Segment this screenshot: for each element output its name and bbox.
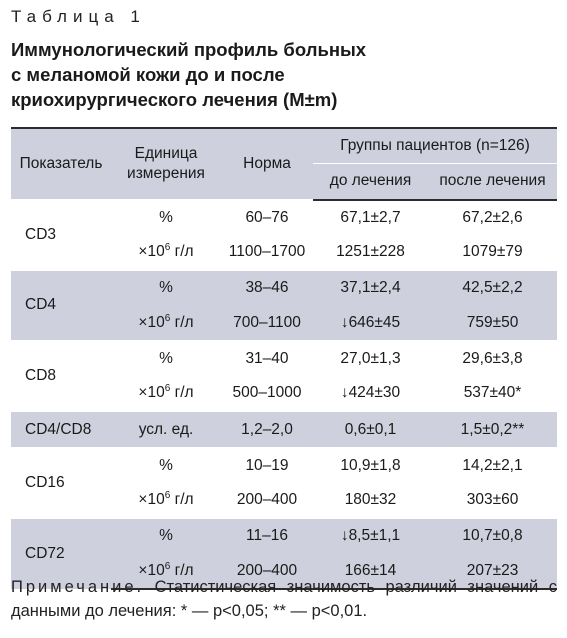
table-row: CD8 % 31–40 27,0±1,3 29,6±3,8 (11, 339, 558, 412)
caption-line: криохирургического лечения (M±m) (11, 89, 338, 110)
unit-cell: % (111, 339, 221, 377)
after-cell: 67,2±2,6 (428, 198, 558, 235)
table-row: CD3 % 60–76 67,1±2,7 67,2±2,6 (11, 198, 558, 271)
unit-cell: ×106 г/л (111, 482, 221, 519)
indicator-cell: CD8 (11, 339, 111, 412)
after-cell: 29,6±3,8 (428, 339, 558, 377)
before-cell: 166±14 (313, 553, 428, 590)
header-unit-line1: Единица (134, 144, 198, 162)
norm-cell: 38–46 (221, 269, 313, 306)
immunology-table: Показатель Единица измерения Норма Групп… (11, 127, 558, 590)
norm-cell: 31–40 (221, 339, 313, 377)
unit-cell: ×106 г/л (111, 305, 221, 341)
unit-cell: % (111, 517, 221, 554)
after-cell: 42,5±2,2 (428, 269, 558, 306)
header-indicator: Показатель (11, 127, 111, 200)
before-cell: 37,1±2,4 (313, 269, 428, 306)
norm-cell: 1100–1700 (221, 234, 313, 271)
norm-cell: 11–16 (221, 517, 313, 554)
table-row: ×106 г/л 1100–1700 1251±228 1079±79 (11, 234, 558, 271)
unit-prefix: ×10 (138, 491, 165, 509)
unit-exponent: 6 (164, 490, 171, 502)
table-note: Примечание. Статистическая значимость ра… (11, 575, 557, 623)
table-row: ×106 г/л 500–1000 ↓424±30 537±40* (11, 376, 558, 412)
before-cell: 27,0±1,3 (313, 339, 428, 377)
unit-cell: % (111, 269, 221, 306)
after-cell: 537±40* (428, 376, 558, 412)
indicator-cell: CD4/CD8 (11, 410, 111, 448)
unit-cell: % (111, 198, 221, 235)
indicator-cell: CD4 (11, 269, 111, 341)
before-cell: 180±32 (313, 482, 428, 519)
table-row: ×106 г/л 700–1100 ↓646±45 759±50 (11, 305, 558, 341)
unit-suffix: г/л (170, 491, 194, 509)
before-cell: 0,6±0,1 (313, 410, 428, 448)
caption-line: с меланомой кожи до и после (11, 64, 285, 85)
unit-cell: ×106 г/л (111, 376, 221, 412)
before-cell: ↓646±45 (313, 305, 428, 341)
caption-line: Иммунологический профиль больных (11, 39, 367, 60)
table-row: CD72 % 11–16 ↓8,5±1,1 10,7±0,8 (11, 517, 558, 589)
note-text: Статистическая значимость различий значе… (11, 578, 557, 620)
before-cell: 67,1±2,7 (313, 198, 428, 235)
norm-cell: 200–400 (221, 482, 313, 519)
table-row: CD4/CD8 усл. ед. 1,2–2,0 0,6±0,1 1,5±0,2… (11, 410, 558, 448)
after-cell: 303±60 (428, 482, 558, 519)
table-row: CD4 % 38–46 37,1±2,4 42,5±2,2 (11, 269, 558, 341)
before-cell: ↓424±30 (313, 376, 428, 412)
table-row: ×106 г/л 200–400 166±14 207±23 (11, 553, 558, 590)
after-cell: 14,2±2,1 (428, 446, 558, 483)
unit-suffix: г/л (170, 243, 194, 261)
indicator-cell: CD72 (11, 517, 111, 589)
unit-prefix: ×10 (138, 313, 165, 331)
header-norm: Норма (221, 127, 313, 200)
header-unit: Единица измерения (111, 127, 221, 200)
table-header: Показатель Единица измерения Норма Групп… (11, 127, 558, 201)
indicator-cell: CD16 (11, 446, 111, 519)
before-cell: 1251±228 (313, 234, 428, 271)
before-cell: ↓8,5±1,1 (313, 517, 428, 554)
norm-cell: 60–76 (221, 198, 313, 235)
unit-cell: % (111, 446, 221, 483)
unit-prefix: ×10 (138, 243, 165, 261)
table-row: ×106 г/л 200–400 180±32 303±60 (11, 482, 558, 519)
norm-cell: 700–1100 (221, 305, 313, 341)
unit-cell: ×106 г/л (111, 234, 221, 271)
unit-exponent: 6 (164, 560, 171, 572)
before-cell: 10,9±1,8 (313, 446, 428, 483)
unit-suffix: г/л (170, 561, 194, 579)
after-cell: 1079±79 (428, 234, 558, 271)
header-after: после лечения (428, 163, 558, 201)
unit-exponent: 6 (164, 383, 171, 395)
unit-suffix: г/л (170, 384, 194, 402)
table-body: CD3 % 60–76 67,1±2,7 67,2±2,6 ×106 г/л 1… (11, 198, 558, 590)
header-groups: Группы пациентов (n=126) (313, 127, 558, 165)
indicator-cell: CD3 (11, 198, 111, 271)
after-cell: 207±23 (428, 553, 558, 590)
unit-prefix: ×10 (138, 384, 165, 402)
header-unit-line2: измерения (127, 164, 205, 182)
after-cell: 759±50 (428, 305, 558, 341)
after-cell: 1,5±0,2** (428, 410, 558, 448)
unit-exponent: 6 (164, 312, 171, 324)
after-cell: 10,7±0,8 (428, 517, 558, 554)
header-before: до лечения (313, 163, 428, 201)
norm-cell: 1,2–2,0 (221, 410, 313, 448)
norm-cell: 500–1000 (221, 376, 313, 412)
unit-cell: ×106 г/л (111, 553, 221, 590)
table-label: Таблица 1 (11, 7, 146, 26)
unit-cell: усл. ед. (111, 410, 221, 448)
table-row: CD16 % 10–19 10,9±1,8 14,2±2,1 (11, 446, 558, 519)
table-caption: Иммунологический профиль больных с мелан… (11, 37, 556, 112)
unit-prefix: ×10 (138, 561, 165, 579)
norm-cell: 200–400 (221, 553, 313, 590)
unit-suffix: г/л (170, 313, 194, 331)
note-label: Примечание. (11, 578, 145, 596)
unit-exponent: 6 (164, 242, 171, 254)
norm-cell: 10–19 (221, 446, 313, 483)
